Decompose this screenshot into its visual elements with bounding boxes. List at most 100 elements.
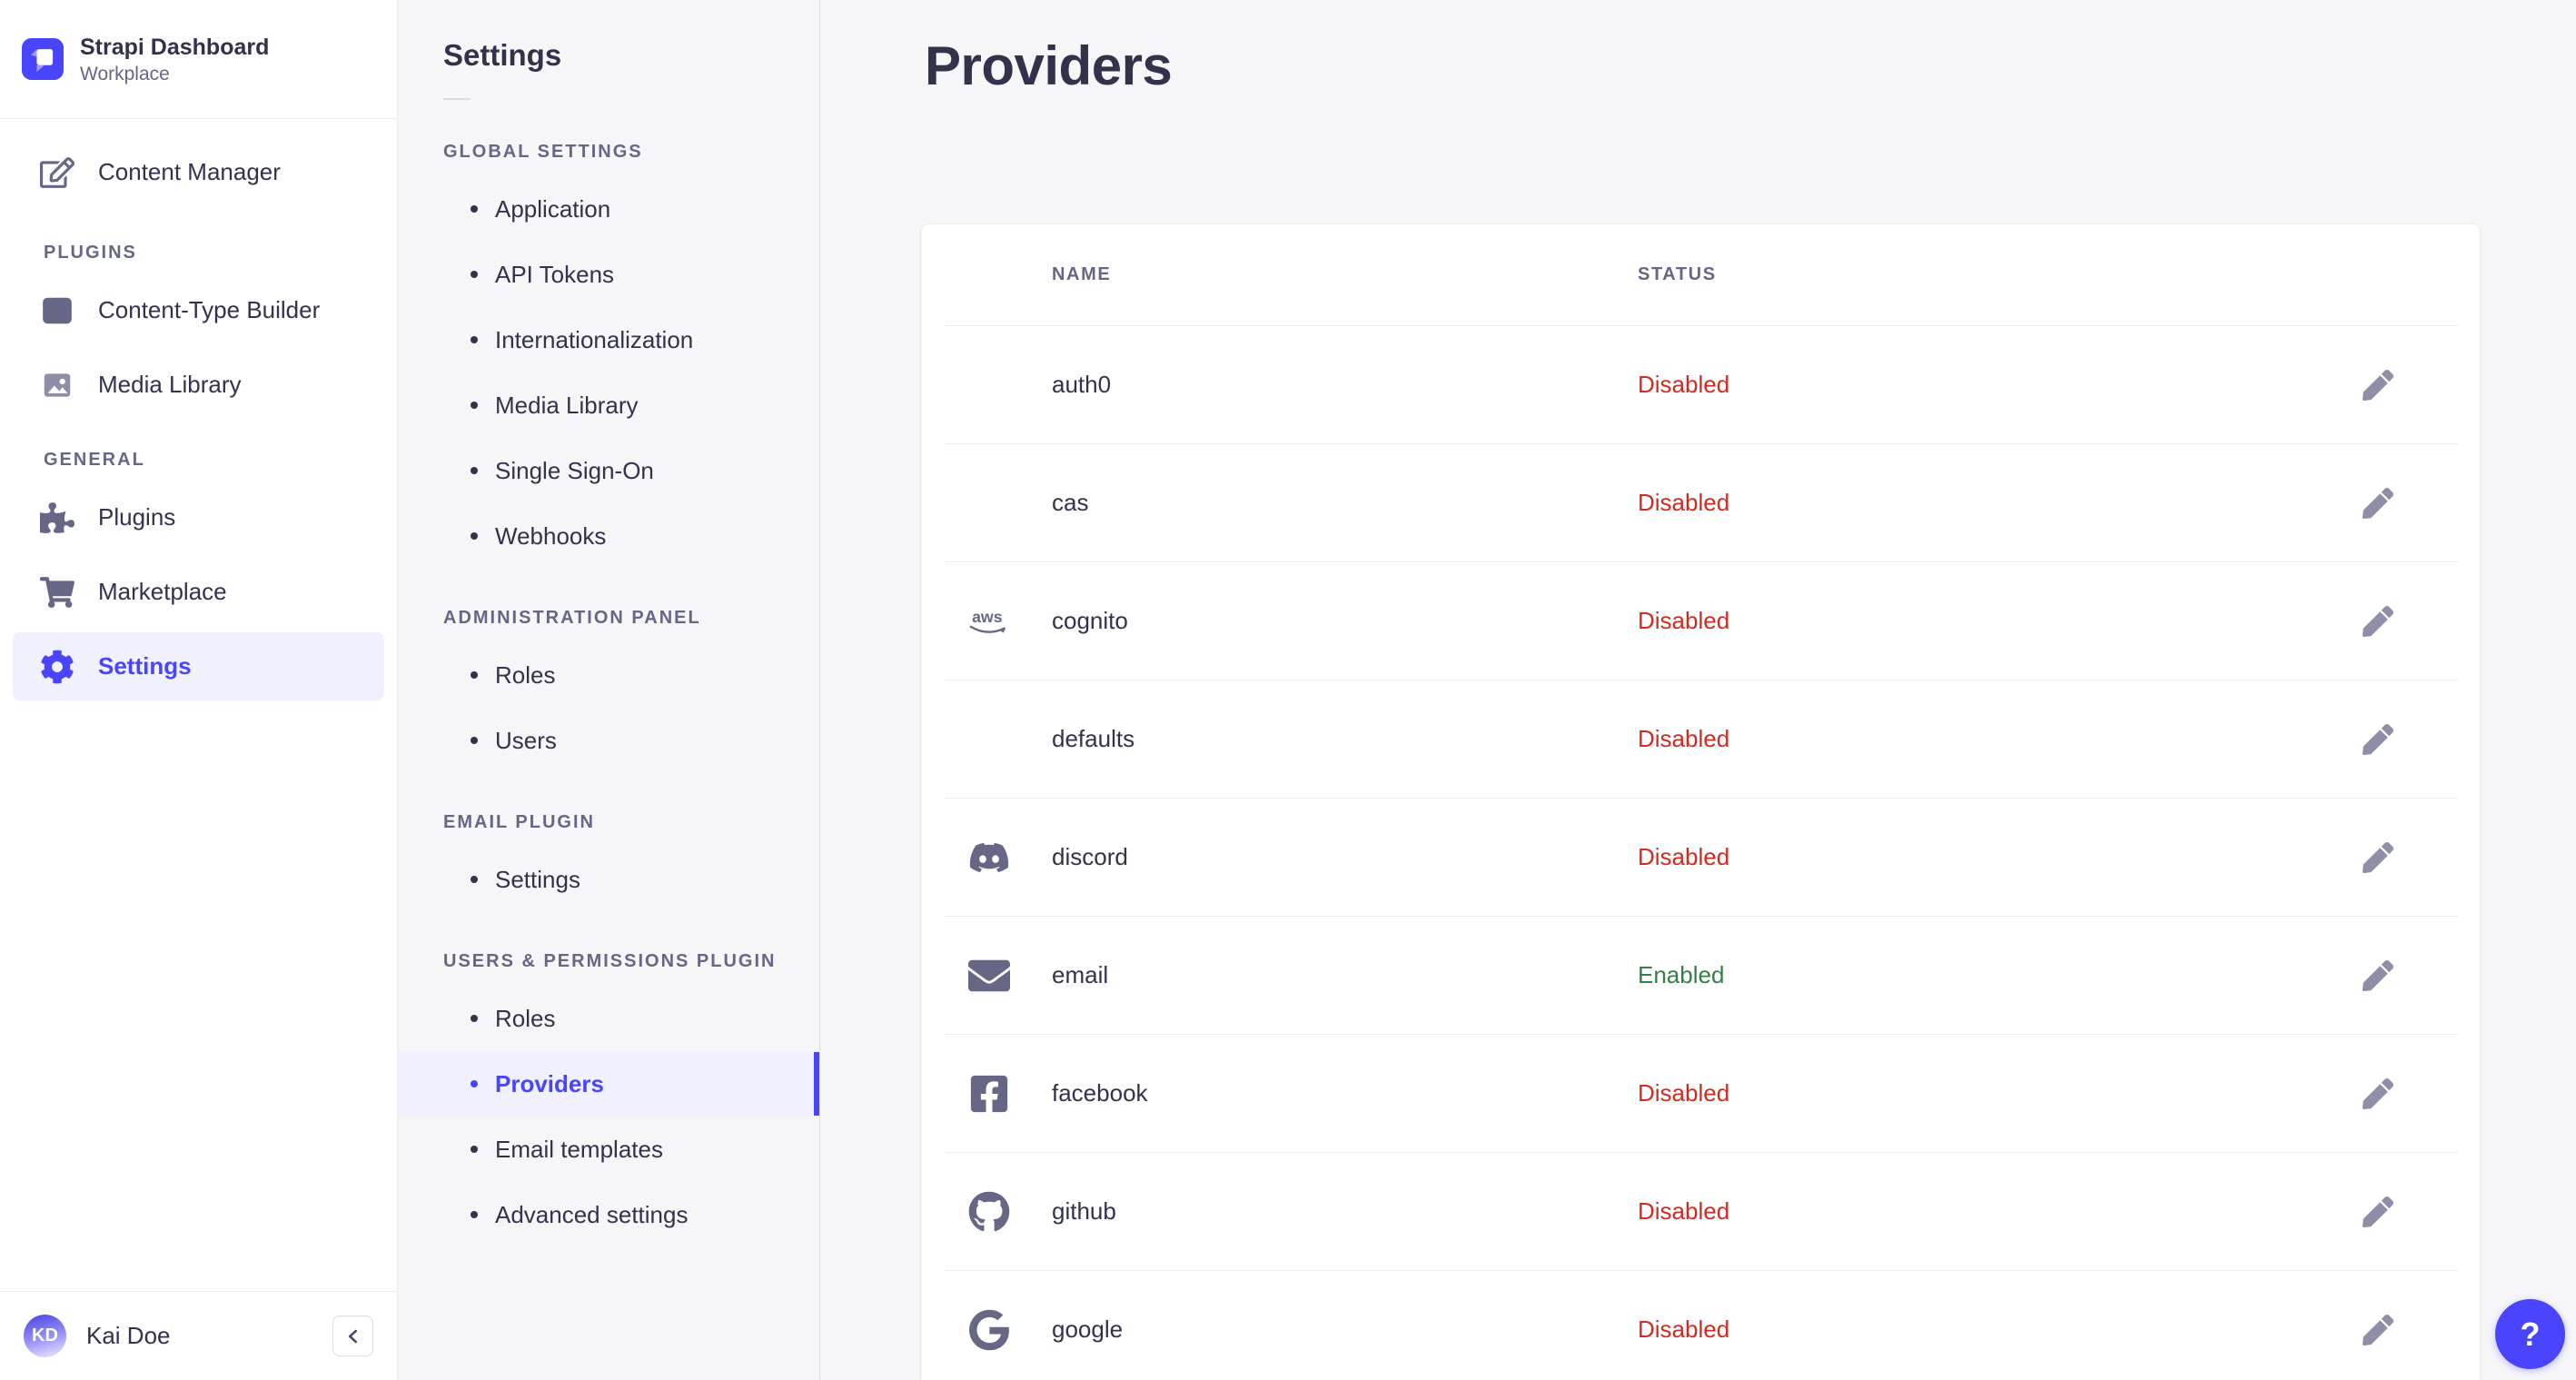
subnav-section-users-permissions-plugin: USERS & PERMISSIONS PLUGIN: [443, 951, 777, 971]
sidebar-item-media-library[interactable]: Media Library: [13, 351, 384, 419]
provider-name: github: [1052, 1197, 1116, 1225]
facebook-icon: [970, 1075, 1008, 1112]
sidebar-section-general: GENERAL: [44, 450, 145, 470]
pencil-icon: [2363, 723, 2393, 755]
subnav-item-providers[interactable]: Providers: [398, 1052, 819, 1116]
table-header-row: NAME STATUS: [944, 224, 2458, 325]
sidebar-item-content-type-builder[interactable]: Content-Type Builder: [13, 276, 384, 344]
provider-name: discord: [1052, 843, 1128, 870]
providers-table-card: NAME STATUS auth0 Disabled cas Disabled …: [922, 224, 2480, 1380]
bullet-icon: [471, 1015, 478, 1022]
subnav-item-email-settings[interactable]: Settings: [398, 848, 819, 911]
edit-provider-button[interactable]: [2353, 1305, 2403, 1355]
provider-name: defaults: [1052, 725, 1135, 752]
sidebar-item-content-manager[interactable]: Content Manager: [13, 138, 384, 206]
status-badge: Disabled: [1638, 1079, 1730, 1107]
user-avatar[interactable]: KD: [24, 1315, 66, 1357]
bullet-icon: [471, 205, 478, 213]
sidebar-item-label: Marketplace: [98, 578, 227, 605]
provider-icon-cell: aws: [944, 606, 1035, 637]
table-row-cognito: aws cognito Disabled: [944, 561, 2458, 680]
sidebar-item-label: Content Manager: [98, 158, 281, 185]
pencil-icon: [2363, 1077, 2393, 1109]
provider-icon-cell: [944, 1191, 1035, 1233]
table-row-cas: cas Disabled: [944, 443, 2458, 561]
bullet-icon: [471, 737, 478, 744]
workspace-title: Strapi Dashboard: [80, 34, 270, 60]
sidebar-item-plugins[interactable]: Plugins: [13, 483, 384, 551]
bullet-icon: [471, 1080, 478, 1087]
table-row-github: github Disabled: [944, 1152, 2458, 1270]
subnav-item-internationalization[interactable]: Internationalization: [398, 308, 819, 372]
subnav-title-divider: [443, 98, 471, 100]
edit-provider-button[interactable]: [2353, 478, 2403, 529]
sidebar-nav: Content Manager PLUGINS Content-Type Bui…: [0, 119, 397, 700]
pencil-icon: [2363, 1314, 2393, 1345]
bullet-icon: [471, 1211, 478, 1218]
sidebar-item-settings[interactable]: Settings: [13, 632, 384, 700]
subnav-item-single-sign-on[interactable]: Single Sign-On: [398, 439, 819, 502]
bullet-icon: [471, 467, 478, 474]
provider-name: cognito: [1052, 607, 1128, 634]
sidebar-item-marketplace[interactable]: Marketplace: [13, 558, 384, 626]
sidebar-item-label: Settings: [98, 652, 192, 680]
sidebar-footer: KD Kai Doe: [0, 1291, 397, 1380]
discord-icon: [969, 842, 1009, 872]
layout-icon: [38, 292, 76, 330]
subnav-item-admin-users[interactable]: Users: [398, 709, 819, 772]
status-badge: Disabled: [1638, 489, 1730, 516]
provider-name: auth0: [1052, 371, 1112, 398]
status-badge: Disabled: [1638, 1315, 1730, 1343]
edit-provider-button[interactable]: [2353, 596, 2403, 647]
provider-name: google: [1052, 1315, 1124, 1343]
table-row-discord: discord Disabled: [944, 798, 2458, 916]
cart-icon: [38, 573, 76, 611]
envelope-icon: [968, 959, 1010, 991]
subnav-item-api-tokens[interactable]: API Tokens: [398, 243, 819, 306]
collapse-sidebar-button[interactable]: [332, 1315, 373, 1356]
edit-provider-button[interactable]: [2353, 950, 2403, 1001]
column-header-name: NAME: [1052, 264, 1112, 284]
subnav-item-email-templates[interactable]: Email templates: [398, 1117, 819, 1181]
main-sidebar: Strapi Dashboard Workplace Content Manag…: [0, 0, 398, 1380]
edit-provider-button[interactable]: [2353, 1068, 2403, 1119]
gear-icon: [38, 648, 76, 686]
status-badge: Disabled: [1638, 843, 1730, 870]
provider-icon-cell: [944, 837, 1035, 879]
aws-icon: aws: [969, 608, 1006, 633]
sidebar-item-label: Plugins: [98, 503, 176, 531]
status-badge: Disabled: [1638, 1197, 1730, 1225]
google-icon: [969, 1309, 1009, 1350]
workspace-header[interactable]: Strapi Dashboard Workplace: [0, 0, 397, 119]
provider-icon-cell: [944, 955, 1035, 997]
pencil-icon: [2363, 959, 2393, 991]
subnav-item-webhooks[interactable]: Webhooks: [398, 504, 819, 568]
main-content: Providers NAME STATUS auth0 Disabled cas…: [820, 0, 2576, 1380]
workspace-text: Strapi Dashboard Workplace: [80, 34, 269, 85]
edit-provider-button[interactable]: [2353, 1186, 2403, 1237]
bullet-icon: [471, 671, 478, 679]
help-button[interactable]: ?: [2495, 1299, 2565, 1369]
sidebar-item-label: Media Library: [98, 371, 242, 398]
workspace-subtitle: Workplace: [80, 63, 170, 84]
edit-provider-button[interactable]: [2353, 832, 2403, 883]
subnav-item-advanced-settings[interactable]: Advanced settings: [398, 1183, 819, 1246]
edit-provider-button[interactable]: [2353, 714, 2403, 765]
table-row-facebook: facebook Disabled: [944, 1034, 2458, 1152]
user-name: Kai Doe: [86, 1322, 171, 1349]
page-title: Providers: [925, 35, 1173, 96]
provider-name: facebook: [1052, 1079, 1148, 1107]
pencil-icon: [2363, 487, 2393, 519]
subnav-item-up-roles[interactable]: Roles: [398, 987, 819, 1050]
subnav-item-admin-roles[interactable]: Roles: [398, 643, 819, 707]
status-badge: Enabled: [1638, 961, 1725, 988]
subnav-item-media-library[interactable]: Media Library: [398, 373, 819, 437]
subnav-section-global-settings: GLOBAL SETTINGS: [443, 142, 643, 162]
provider-name: cas: [1052, 489, 1089, 516]
bullet-icon: [471, 402, 478, 409]
sidebar-section-plugins: PLUGINS: [44, 243, 137, 263]
subnav-item-application[interactable]: Application: [398, 177, 819, 241]
edit-provider-button[interactable]: [2353, 360, 2403, 411]
strapi-logo-icon: [22, 38, 64, 80]
picture-icon: [38, 366, 76, 404]
